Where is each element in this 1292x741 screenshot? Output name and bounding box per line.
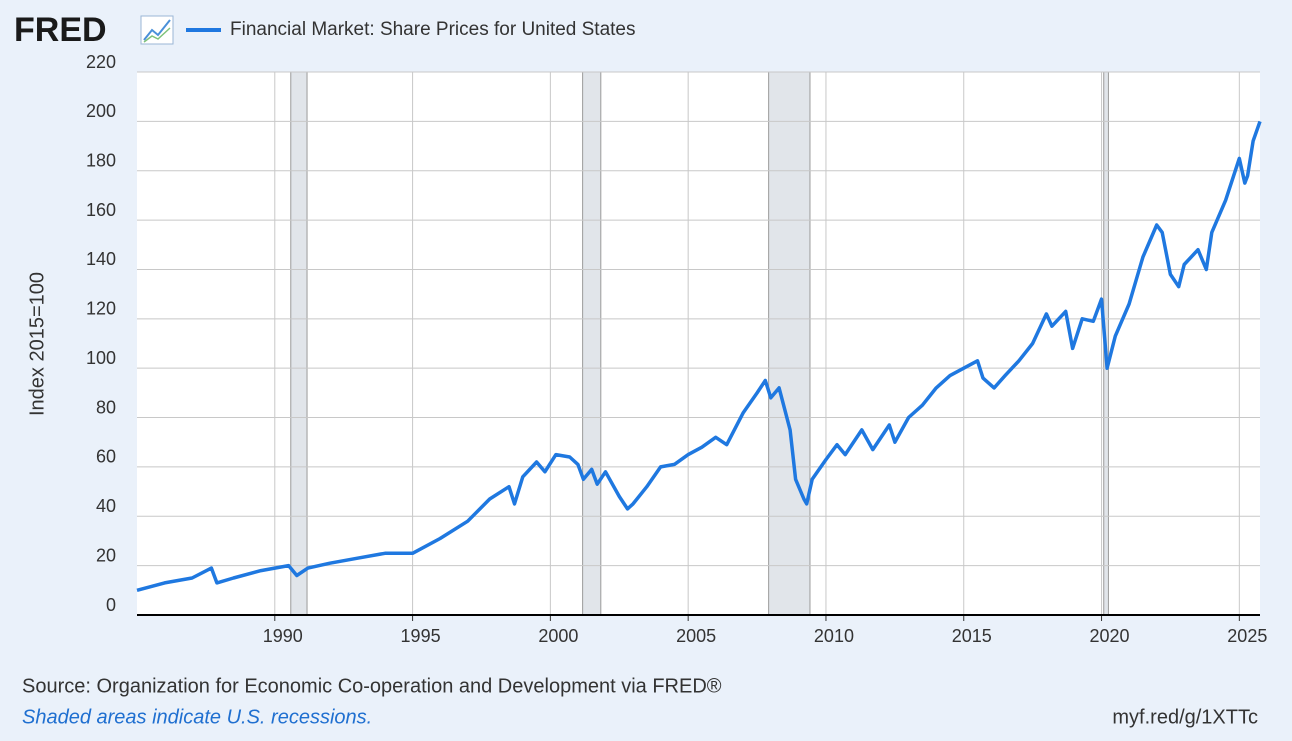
y-tick-label: 140 [86, 249, 116, 269]
source: Source: Organization for Economic Co-ope… [22, 675, 722, 697]
legend-label: Financial Market: Share Prices for Unite… [230, 19, 636, 40]
y-tick-label: 20 [96, 545, 116, 565]
series-line [136, 120, 1262, 592]
y-tick-label: 160 [86, 200, 116, 220]
x-tick-label: 1995 [401, 626, 441, 646]
recession-note: Shaded areas indicate U.S. recessions. [22, 706, 372, 728]
x-tick-label: 2000 [538, 626, 578, 646]
recession-band [290, 71, 308, 616]
logo[interactable]: FRED [14, 11, 107, 49]
x-tick-label: 2010 [814, 626, 854, 646]
x-tick-label: 2015 [952, 626, 992, 646]
y-tick-label: 40 [96, 496, 116, 516]
recession-band [768, 71, 811, 616]
x-tick-label: 1990 [263, 626, 303, 646]
x-tick-label: 2005 [676, 626, 716, 646]
y-tick-label: 220 [86, 52, 116, 72]
y-axis-label: Index 2015=100 [26, 272, 48, 416]
graph-icon [140, 15, 174, 45]
y-tick-label: 0 [106, 595, 116, 615]
y-tick-label: 180 [86, 150, 116, 170]
x-tick-label: 2025 [1227, 626, 1267, 646]
y-tick-label: 100 [86, 348, 116, 368]
short-url[interactable]: myf.red/g/1XTTc [1112, 706, 1258, 728]
x-tick-label: 2020 [1090, 626, 1130, 646]
y-tick-label: 120 [86, 299, 116, 319]
y-tick-label: 200 [86, 101, 116, 121]
y-tick-label: 60 [96, 447, 116, 467]
recession-band [582, 71, 602, 616]
y-tick-label: 80 [96, 397, 116, 417]
